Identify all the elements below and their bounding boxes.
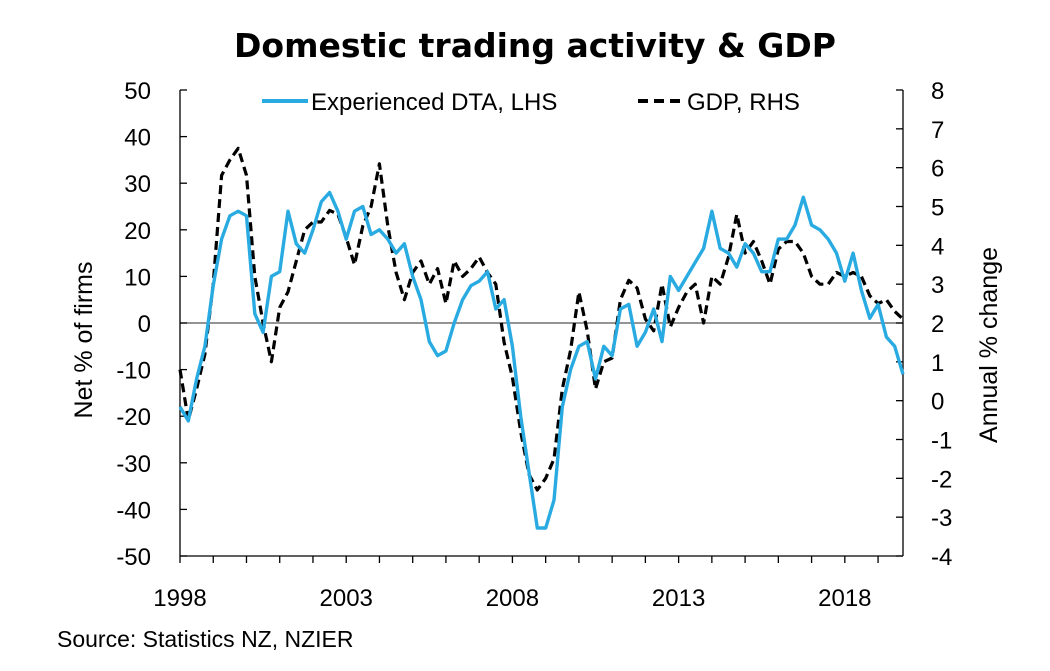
right-tick-label: -4: [931, 544, 952, 571]
left-tick-label: -50: [116, 544, 151, 571]
right-tick-label: 6: [931, 156, 944, 183]
legend-dta-label: Experienced DTA, LHS: [311, 89, 557, 116]
x-tick-label: 2003: [320, 585, 373, 612]
left-tick-label: 20: [124, 218, 151, 245]
legend: Experienced DTA, LHS GDP, RHS: [262, 89, 800, 116]
legend-gdp-label: GDP, RHS: [687, 89, 800, 116]
right-tick-label: 1: [931, 350, 944, 377]
right-tick-label: 5: [931, 195, 944, 222]
left-tick-label: -30: [116, 451, 151, 478]
source-note: Source: Statistics NZ, NZIER: [57, 626, 354, 652]
x-tick-label: 2018: [818, 585, 871, 612]
x-tick-label: 2013: [652, 585, 705, 612]
left-tick-label: 40: [124, 125, 151, 152]
left-tick-label: 50: [124, 78, 151, 105]
right-axis-label: Annual % change: [975, 247, 1003, 443]
right-tick-label: 0: [931, 389, 944, 416]
left-axis-label: Net % of firms: [70, 262, 98, 419]
right-tick-label: -1: [931, 428, 952, 455]
gdp-series-line: [178, 146, 905, 492]
right-tick-label: 4: [931, 233, 944, 260]
x-axis-ticks: 1998 2003 2008 2013 2018: [153, 556, 879, 612]
left-tick-label: -10: [116, 358, 151, 385]
left-tick-label: 0: [138, 311, 151, 338]
right-tick-label: 8: [931, 78, 944, 105]
right-tick-label: 2: [931, 311, 944, 338]
right-tick-label: -3: [931, 505, 952, 532]
right-axis-ticks: 8 7 6 5 4 3 2 1 0 -1 -2 -3 -4: [896, 78, 952, 571]
right-tick-label: 3: [931, 272, 944, 299]
dta-series-line: [178, 190, 905, 530]
left-axis-ticks: 50 40 30 20 10 0 -10 -20 -30 -40 -50: [116, 78, 187, 571]
left-tick-label: -20: [116, 404, 151, 431]
chart-title: Domestic trading activity & GDP: [234, 26, 836, 65]
left-tick-label: 10: [124, 264, 151, 291]
x-tick-label: 2008: [486, 585, 539, 612]
left-tick-label: -40: [116, 497, 151, 524]
left-tick-label: 30: [124, 171, 151, 198]
x-tick-label: 1998: [153, 585, 206, 612]
right-tick-label: 7: [931, 117, 944, 144]
right-tick-label: -2: [931, 466, 952, 493]
